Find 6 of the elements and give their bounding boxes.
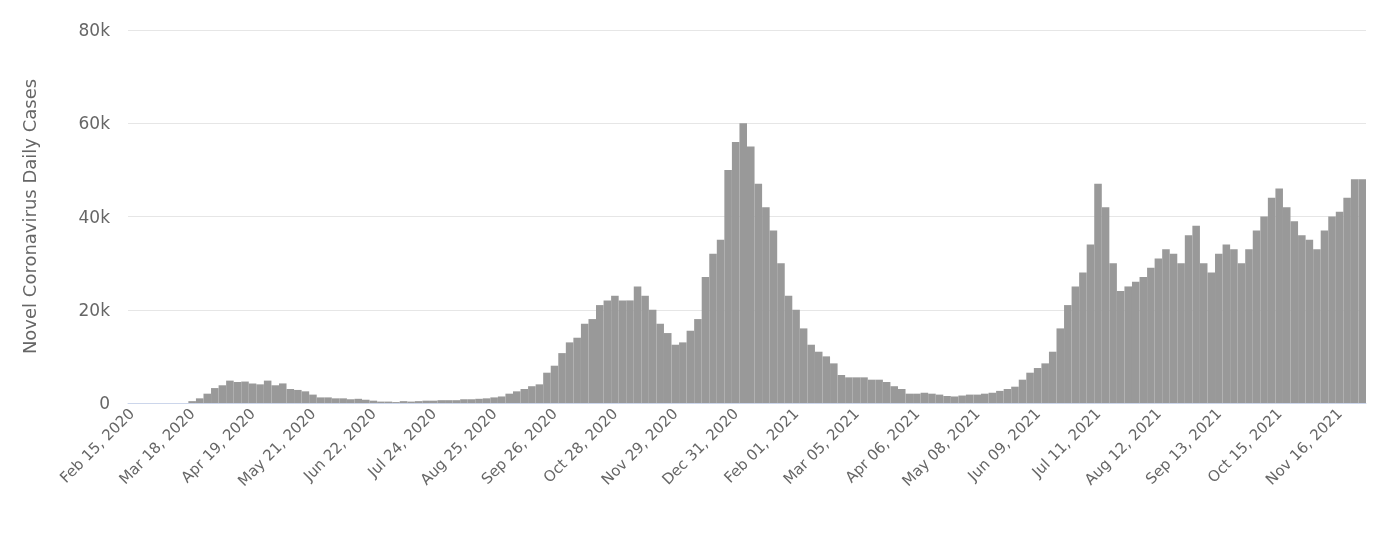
y-tick-label: 20k — [78, 299, 111, 320]
y-tick-label: 0 — [99, 393, 110, 413]
y-tick-label: 60k — [78, 113, 111, 134]
y-tick-label: 40k — [78, 206, 111, 227]
y-axis-title: Novel Coronavirus Daily Cases — [18, 78, 40, 355]
y-tick-label: 80k — [78, 20, 111, 40]
